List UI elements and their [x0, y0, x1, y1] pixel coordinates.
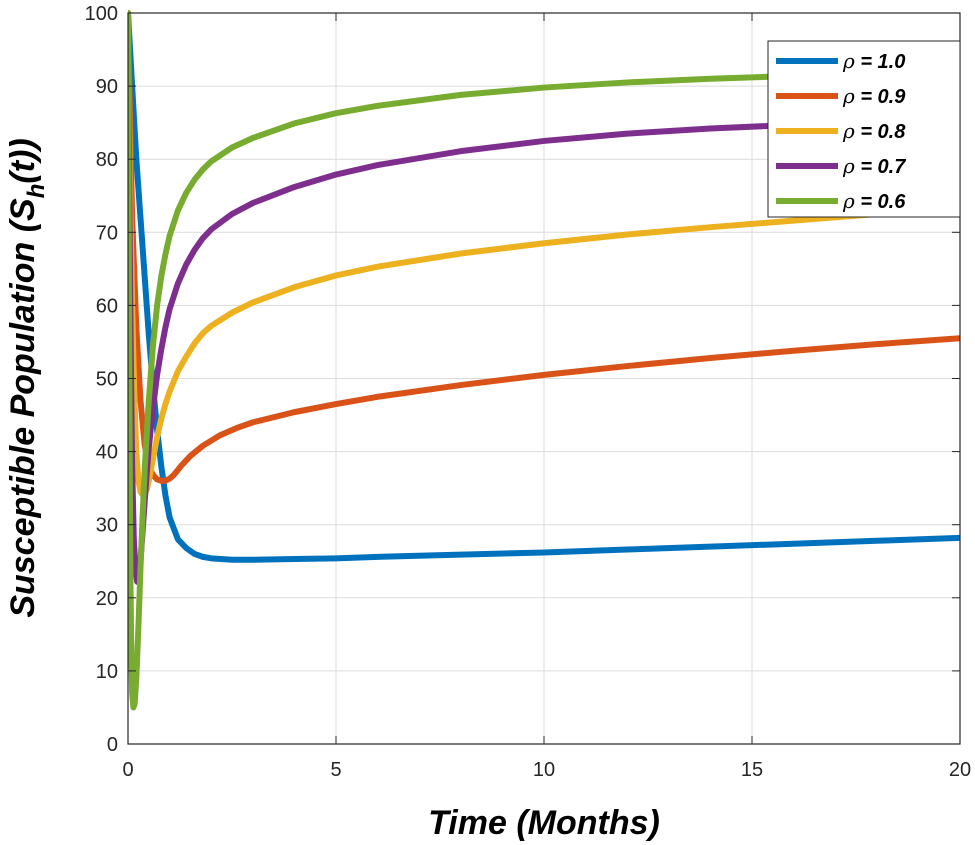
y-axis-title-prefix: Susceptible Population (S — [4, 198, 42, 618]
legend: ρ = 1.0ρ = 0.9ρ = 0.8ρ = 0.7ρ = 0.6 — [767, 40, 961, 218]
y-axis-title-suffix: (t)) — [4, 138, 42, 183]
legend-label-4: ρ = 0.6 — [842, 189, 906, 213]
y-axis-title-subscript: h — [23, 184, 50, 199]
y-tick-label: 20 — [96, 588, 118, 610]
y-tick-label: 70 — [96, 222, 118, 244]
x-tick-label: 0 — [122, 759, 133, 781]
y-tick-label: 60 — [96, 295, 118, 317]
legend-rho-symbol: ρ — [842, 84, 855, 108]
tick-labels: 0 5 10 15 20 0 10 20 30 40 50 60 70 80 90 100 — [85, 3, 972, 781]
series-line-0 — [128, 10, 960, 563]
series-line-2 — [128, 10, 960, 498]
legend-label-0: ρ = 1.0 — [842, 49, 905, 73]
y-tick-label: 10 — [96, 661, 118, 683]
x-tick-label: 5 — [330, 759, 341, 781]
y-tick-label: 100 — [85, 3, 118, 25]
y-tick-label: 30 — [96, 515, 118, 537]
y-tick-label: 0 — [107, 734, 118, 756]
legend-value: = 0.8 — [855, 121, 906, 143]
legend-label-3: ρ = 0.7 — [842, 154, 906, 178]
legend-value: = 0.7 — [855, 156, 906, 178]
legend-rho-symbol: ρ — [842, 119, 855, 143]
legend-value: = 1.0 — [855, 51, 906, 73]
y-tick-label: 50 — [96, 369, 118, 391]
legend-rho-symbol: ρ — [842, 49, 855, 73]
legend-label-1: ρ = 0.9 — [842, 84, 906, 108]
y-tick-label: 40 — [96, 442, 118, 464]
legend-value: = 0.6 — [855, 191, 906, 213]
y-tick-label: 90 — [96, 76, 118, 98]
x-axis-title: Time (Months) — [428, 804, 660, 842]
legend-label-2: ρ = 0.8 — [842, 119, 906, 143]
x-tick-label: 10 — [533, 759, 555, 781]
series-line-1 — [128, 10, 960, 484]
grid — [128, 13, 960, 744]
y-tick-label: 80 — [96, 149, 118, 171]
series-lines — [128, 10, 960, 711]
x-tick-label: 20 — [949, 759, 971, 781]
legend-value: = 0.9 — [855, 86, 906, 108]
legend-rho-symbol: ρ — [842, 154, 855, 178]
series-line-4 — [128, 10, 960, 711]
y-axis-title: Susceptible Population (Sh(t)) — [4, 138, 50, 617]
legend-rho-symbol: ρ — [842, 189, 855, 213]
series-line-3 — [128, 10, 960, 585]
x-tick-label: 15 — [741, 759, 763, 781]
